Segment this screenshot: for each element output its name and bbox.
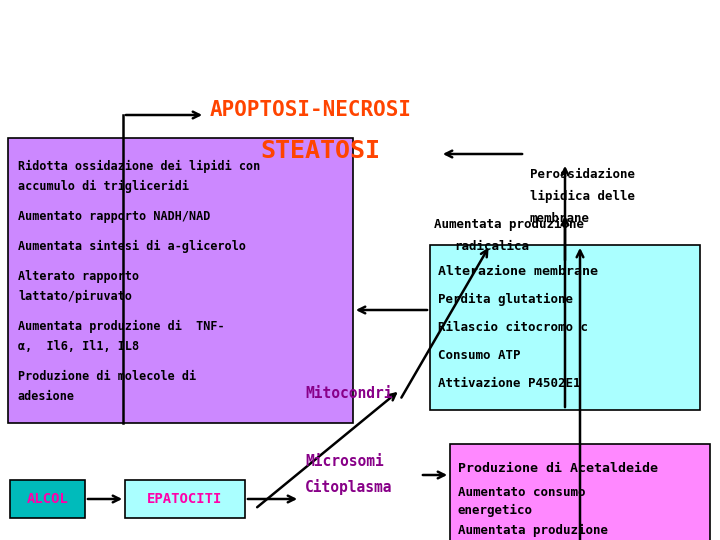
Bar bbox=[10, 480, 85, 518]
Text: ALCOL: ALCOL bbox=[27, 492, 68, 506]
Bar bbox=[430, 245, 700, 410]
Text: Ridotta ossidazione dei lipidi con: Ridotta ossidazione dei lipidi con bbox=[18, 160, 260, 173]
Bar bbox=[125, 480, 245, 518]
Text: radicalica: radicalica bbox=[454, 240, 529, 253]
Text: Alterato rapporto: Alterato rapporto bbox=[18, 270, 139, 283]
Text: Attivazione P4502E1: Attivazione P4502E1 bbox=[438, 377, 580, 390]
Text: Produzione di molecole di: Produzione di molecole di bbox=[18, 370, 196, 383]
Text: Aumentata produzione di  TNF-: Aumentata produzione di TNF- bbox=[18, 320, 225, 333]
Text: Aumentato rapporto NADH/NAD: Aumentato rapporto NADH/NAD bbox=[18, 210, 210, 223]
Bar bbox=[8, 138, 353, 423]
Text: lipidica delle: lipidica delle bbox=[530, 190, 635, 203]
Text: Citoplasma: Citoplasma bbox=[305, 479, 392, 495]
Text: Perossidazione: Perossidazione bbox=[530, 168, 635, 181]
Text: STEATOSI: STEATOSI bbox=[260, 139, 380, 163]
Text: Aumentata sintesi di a-glicerolo: Aumentata sintesi di a-glicerolo bbox=[18, 240, 246, 253]
Text: Rilascio citocromo c: Rilascio citocromo c bbox=[438, 321, 588, 334]
Text: Aumentato consumo: Aumentato consumo bbox=[458, 486, 585, 499]
Text: Perdita glutatione: Perdita glutatione bbox=[438, 293, 573, 306]
Text: Aumentata produzione: Aumentata produzione bbox=[458, 524, 608, 537]
Text: Mitocondri: Mitocondri bbox=[305, 386, 392, 401]
Text: accumulo di trigliceridi: accumulo di trigliceridi bbox=[18, 180, 189, 193]
Text: Alterazione membrane: Alterazione membrane bbox=[438, 265, 598, 278]
Text: Aumentata produzione: Aumentata produzione bbox=[434, 218, 584, 231]
Text: membrane: membrane bbox=[530, 212, 590, 225]
Text: APOPTOSI-NECROSI: APOPTOSI-NECROSI bbox=[210, 100, 412, 120]
Text: EPATOCITI: EPATOCITI bbox=[148, 492, 222, 506]
Text: α,  Il6, Il1, IL8: α, Il6, Il1, IL8 bbox=[18, 340, 139, 353]
Text: adesione: adesione bbox=[18, 390, 75, 403]
Text: Microsomi: Microsomi bbox=[305, 455, 384, 469]
Text: Produzione di Acetaldeide: Produzione di Acetaldeide bbox=[458, 462, 658, 475]
Text: Consumo ATP: Consumo ATP bbox=[438, 349, 521, 362]
Text: lattato/piruvato: lattato/piruvato bbox=[18, 290, 132, 303]
Bar bbox=[450, 444, 710, 540]
Text: energetico: energetico bbox=[458, 504, 533, 517]
